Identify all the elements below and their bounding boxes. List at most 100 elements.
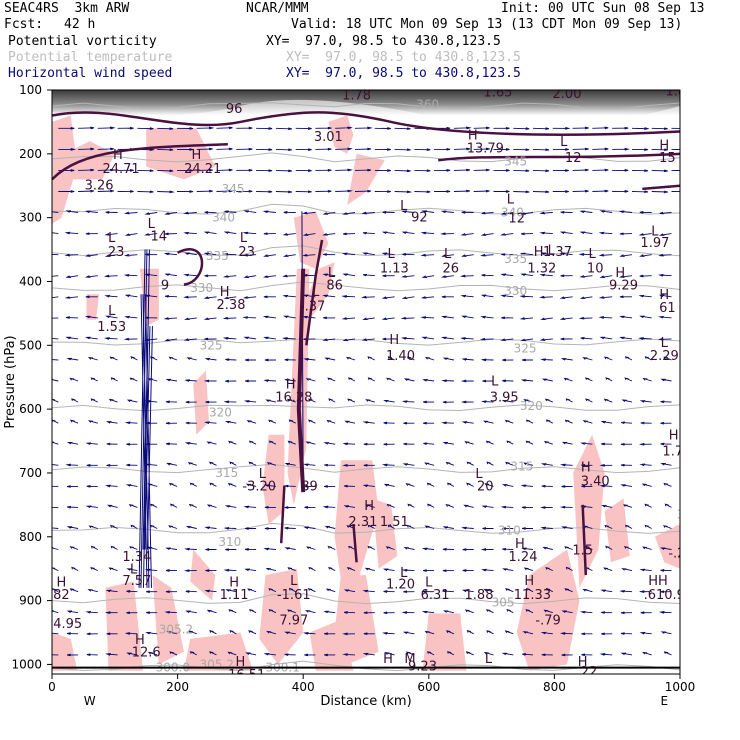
wind-vector — [342, 653, 356, 656]
wind-vector — [265, 567, 277, 572]
y-tick-label: 200 — [19, 147, 42, 161]
x-axis-label: Distance (km) — [320, 694, 411, 709]
wind-vector — [86, 463, 98, 467]
wind-vector — [363, 463, 375, 467]
wind-vector — [165, 421, 178, 425]
wind-vector — [343, 611, 356, 614]
wind-vector — [526, 587, 534, 593]
wind-vector — [52, 632, 59, 635]
extremum-label: 4.95 — [53, 617, 82, 632]
wind-vector — [504, 419, 514, 424]
wind-vector — [532, 190, 550, 194]
wind-vector — [500, 233, 514, 236]
wind-vector — [301, 211, 316, 215]
wind-vector — [501, 253, 514, 256]
wind-vector — [146, 590, 158, 594]
wind-vector — [342, 632, 356, 636]
extremum-label: 1.71 — [662, 445, 691, 460]
wind-vector — [236, 147, 253, 151]
wind-vector — [605, 545, 613, 550]
wind-vector — [414, 148, 431, 151]
wind-vector — [401, 275, 415, 278]
wind-vector — [109, 356, 118, 361]
wind-vector — [658, 253, 672, 257]
wind-vector — [532, 148, 550, 152]
extremum-label: -.37 — [300, 300, 325, 315]
wind-vector — [639, 463, 652, 467]
fcst-label: Fcst: — [4, 17, 44, 32]
wind-vector — [65, 336, 79, 340]
wind-vector — [295, 169, 312, 172]
wind-vector — [223, 526, 237, 530]
wind-vector — [69, 377, 79, 382]
wind-vector — [565, 566, 573, 571]
pv-shade-5 — [293, 211, 329, 269]
wind-vector — [236, 168, 253, 172]
wind-vector — [640, 611, 652, 615]
wind-vector — [639, 568, 652, 572]
wind-vector — [354, 168, 372, 172]
isentrope-310 — [52, 522, 680, 534]
extremum-label: H — [534, 245, 544, 260]
wind-vector — [663, 525, 672, 529]
pv-shade-22 — [183, 632, 253, 671]
wind-vector — [473, 189, 490, 193]
wind-vector — [453, 168, 471, 172]
isentrope-label: 315 — [510, 460, 533, 474]
wind-vector — [541, 653, 553, 657]
wind-vector — [302, 632, 316, 635]
extremum-label: 1.53 — [97, 320, 126, 335]
wind-vector — [572, 147, 589, 151]
wind-vector — [204, 274, 217, 278]
wind-vector — [480, 253, 494, 257]
isentrope-label: 310 — [677, 507, 700, 521]
pv-contour-4 — [296, 268, 306, 493]
wind-vector — [582, 357, 593, 361]
extremum-label: H — [578, 655, 588, 670]
pv-shade-19 — [654, 524, 680, 569]
wind-vector — [225, 379, 237, 383]
wind-vector — [620, 463, 633, 467]
wind-vector — [387, 356, 395, 361]
isentrope-label: 340 — [501, 206, 524, 220]
legend-theta-xy: XY= 97.0, 98.5 to 430.8,123.5 — [286, 50, 521, 65]
wind-vector — [513, 190, 530, 194]
wind-vector — [164, 295, 178, 298]
wind-vector — [506, 608, 514, 614]
extremum-label: 1.40 — [386, 349, 415, 364]
wind-vector — [361, 295, 375, 299]
wind-vector — [106, 442, 118, 446]
wind-vector — [579, 231, 593, 235]
wind-vector — [66, 632, 79, 635]
wind-vector — [204, 589, 217, 593]
extremum-label: L — [507, 193, 515, 208]
wind-vector — [223, 296, 237, 300]
pv-shade-16 — [516, 549, 580, 671]
wind-vector — [621, 568, 633, 572]
wind-vector — [223, 210, 237, 214]
wind-vector — [540, 252, 553, 256]
extremum-label: L — [259, 467, 267, 482]
init-label: Init: 00 UTC Sun 08 Sep 13 — [501, 1, 705, 16]
wind-vector — [90, 398, 98, 403]
wind-vector — [206, 609, 217, 614]
wind-vector — [52, 654, 59, 656]
wind-vector — [561, 526, 573, 529]
wind-vector — [620, 484, 633, 487]
wind-vector — [513, 127, 530, 130]
wind-vector — [631, 169, 649, 173]
wind-vector — [244, 548, 257, 551]
wind-vector — [343, 589, 356, 593]
wind-vector — [402, 631, 415, 635]
wind-vector — [381, 463, 395, 467]
wind-vector — [205, 400, 217, 404]
wind-vector — [383, 399, 395, 403]
wind-vector — [642, 377, 652, 382]
wind-vector — [169, 482, 178, 487]
wind-vector — [493, 169, 510, 172]
wind-vector — [265, 399, 276, 403]
wind-vector — [479, 337, 494, 341]
wind-vector — [598, 296, 613, 299]
wind-vector — [176, 148, 194, 151]
wind-vector — [322, 294, 336, 298]
